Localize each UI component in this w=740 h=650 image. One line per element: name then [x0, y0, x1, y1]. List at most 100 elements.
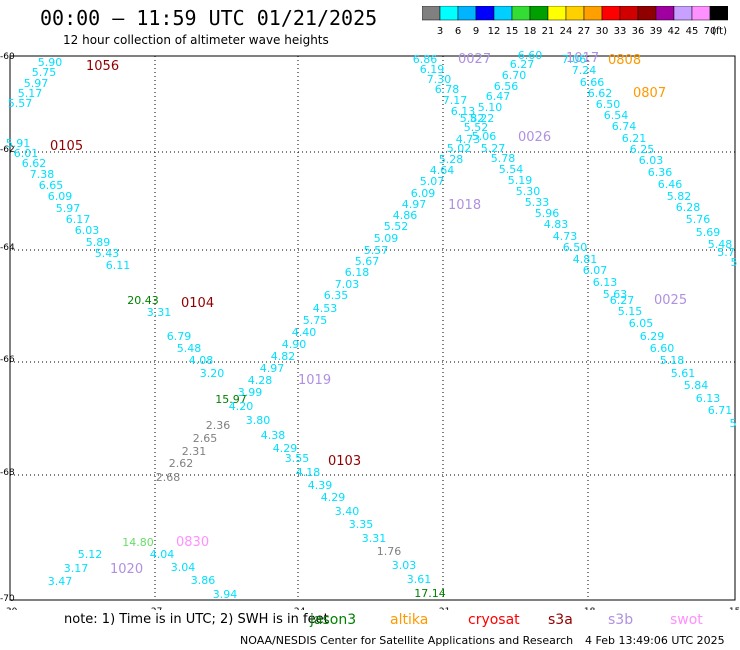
colorbar-tick-label: 27	[578, 26, 591, 37]
y-tick-label: -68	[0, 468, 15, 478]
wave-height-value: 6.03	[639, 154, 664, 167]
y-tick-label: -70	[0, 594, 15, 604]
wave-height-value: 5.90	[38, 56, 63, 69]
wave-height-value: 1.76	[377, 545, 402, 558]
satellite-track: 6.866.197.306.787.176.135.825.525.06 0027	[413, 52, 497, 143]
wave-height-value: 6.25	[630, 143, 655, 156]
legend-altika: altika	[390, 612, 429, 628]
wave-height-value: 6.11	[106, 259, 131, 272]
satellite-track: 6.606.276.706.566.475.105.225.275.785.54…	[470, 49, 737, 430]
colorbar-tick-label: 9	[473, 26, 479, 37]
pass-time-label: 0105	[50, 139, 83, 154]
wave-height-value: 5.67	[355, 255, 380, 268]
wave-height-value: 5.48	[177, 342, 202, 355]
wave-height-value: 4.28	[248, 374, 273, 387]
wave-height-value: 5.7	[717, 246, 735, 259]
legend-swot: swot	[670, 612, 703, 628]
wave-height-value: 6.18	[345, 266, 370, 279]
wave-height-value: 7.24	[572, 64, 597, 77]
wave-height-value: 5.57	[8, 97, 33, 110]
credit-line: NOAA/NESDIS Center for Satellite Applica…	[240, 634, 574, 647]
colorbar-tick-label: 12	[488, 26, 501, 37]
pass-time-label: 1018	[448, 198, 481, 213]
wave-height-value: 6.21	[622, 132, 647, 145]
x-tick-label: -21	[436, 607, 451, 610]
wave-height-value: 20.43	[127, 294, 159, 307]
satellite-track: 5.916.016.627.386.656.095.976.176.035.89…	[6, 137, 131, 272]
y-tick-label: -66	[0, 355, 15, 365]
wave-height-value: 5.17	[18, 87, 43, 100]
wave-height-value: 4.29	[273, 442, 298, 455]
wave-height-value: 3.99	[238, 386, 263, 399]
wave-height-value: 6.05	[629, 317, 654, 330]
wave-height-value: 6.13	[593, 276, 618, 289]
wave-height-value: 3.20	[200, 367, 225, 380]
wave-height-value: 7.30	[427, 73, 452, 86]
wave-height-value: 2.62	[169, 457, 194, 470]
wave-height-value: 5.15	[618, 305, 643, 318]
pass-time-label: 1056	[86, 59, 119, 74]
footnote: note: 1) Time is in UTC; 2) SWH is in fe…	[64, 612, 329, 627]
wave-height-map: -30 -27 -24 -21 -18 -15 -60 -62 -64 -66 -68 -70 5.90…	[0, 49, 740, 610]
pass-time-label: 0026	[518, 130, 551, 145]
wave-height-value: 3.04	[171, 561, 196, 574]
wave-height-value: 6.27	[610, 294, 635, 307]
map-frame	[9, 55, 736, 601]
colorbar-tick-label: 39	[650, 26, 663, 37]
wave-height-value: 5.06	[472, 130, 497, 143]
wave-height-value: 3.94	[213, 588, 238, 601]
wave-height-value: 5.52	[384, 220, 409, 233]
wave-height-value: 6.86	[413, 53, 438, 66]
x-tick-label: -30	[3, 607, 18, 610]
satellite-track: 20.433.316.795.484.083.2015.974.202.362.…	[127, 294, 253, 484]
pass-time-label: 0808	[608, 53, 641, 68]
satellite-track: 1018	[448, 198, 481, 213]
wave-height-value: 6.35	[324, 289, 349, 302]
x-tick-label: -15	[726, 607, 740, 610]
wave-height-value: 4.29	[321, 491, 346, 504]
colorbar-tick-label: 6	[455, 26, 461, 37]
wave-height-value: 6.13	[451, 105, 476, 118]
satellite-track: 1017	[566, 51, 599, 66]
legend-s3a: s3a	[548, 612, 573, 628]
wave-height-value: 5.97	[56, 202, 81, 215]
wave-height-value: 6.62	[588, 87, 613, 100]
map-subtitle: 12 hour collection of altimeter wave hei…	[63, 33, 329, 47]
wave-height-value: 3.31	[147, 306, 172, 319]
wave-height-value: 3.86	[191, 574, 216, 587]
wave-height-value: 5	[731, 256, 738, 269]
colorbar-tick-label: 30	[596, 26, 609, 37]
colorbar-tick-label: 24	[560, 26, 573, 37]
wave-height-value: 4.18	[296, 466, 321, 479]
pass-time-label: 0807	[633, 86, 666, 101]
wave-height-value: 4.73	[456, 133, 481, 146]
wave-height-value: 6.66	[580, 76, 605, 89]
wave-height-value: 5.10	[478, 101, 503, 114]
y-tick-label: -62	[0, 145, 15, 155]
map-grid: -30 -27 -24 -21 -18 -15 -60 -62 -64 -66 -68 -70	[0, 52, 740, 610]
wave-height-value: 6.29	[640, 330, 665, 343]
pass-time-label: 1020	[110, 562, 143, 577]
wave-height-value: 5.75	[32, 66, 57, 79]
wave-height-value: 5.91	[6, 137, 31, 150]
wave-height-value: 3.03	[392, 559, 417, 572]
wave-height-value: 5.22	[470, 112, 495, 125]
wave-height-value: 6.70	[502, 69, 527, 82]
wave-height-value: 5.28	[439, 153, 464, 166]
map-title: 00:00 – 11:59 UTC 01/21/2025	[40, 6, 378, 30]
wave-height-value: 6.50	[596, 98, 621, 111]
satellite-track: 5.905.755.975.175.57 1056	[8, 56, 119, 110]
pass-time-label: 0104	[181, 296, 214, 311]
pass-time-label: 0103	[328, 454, 361, 469]
colorbar-tick-label: 3	[437, 26, 443, 37]
pass-time-label: 0027	[458, 52, 491, 67]
wave-height-value: 5.84	[684, 379, 709, 392]
colorbar-tick-label: 33	[614, 26, 627, 37]
wave-height-value: 3.80	[246, 414, 271, 427]
wave-height-value: 4.82	[271, 350, 296, 363]
pass-time-label: 1017	[566, 51, 599, 66]
wave-height-value: 4.97	[402, 198, 427, 211]
wave-height-value: 5.96	[535, 207, 560, 220]
wave-height-value: 6.56	[494, 80, 519, 93]
wave-height-value: 6.74	[612, 120, 637, 133]
